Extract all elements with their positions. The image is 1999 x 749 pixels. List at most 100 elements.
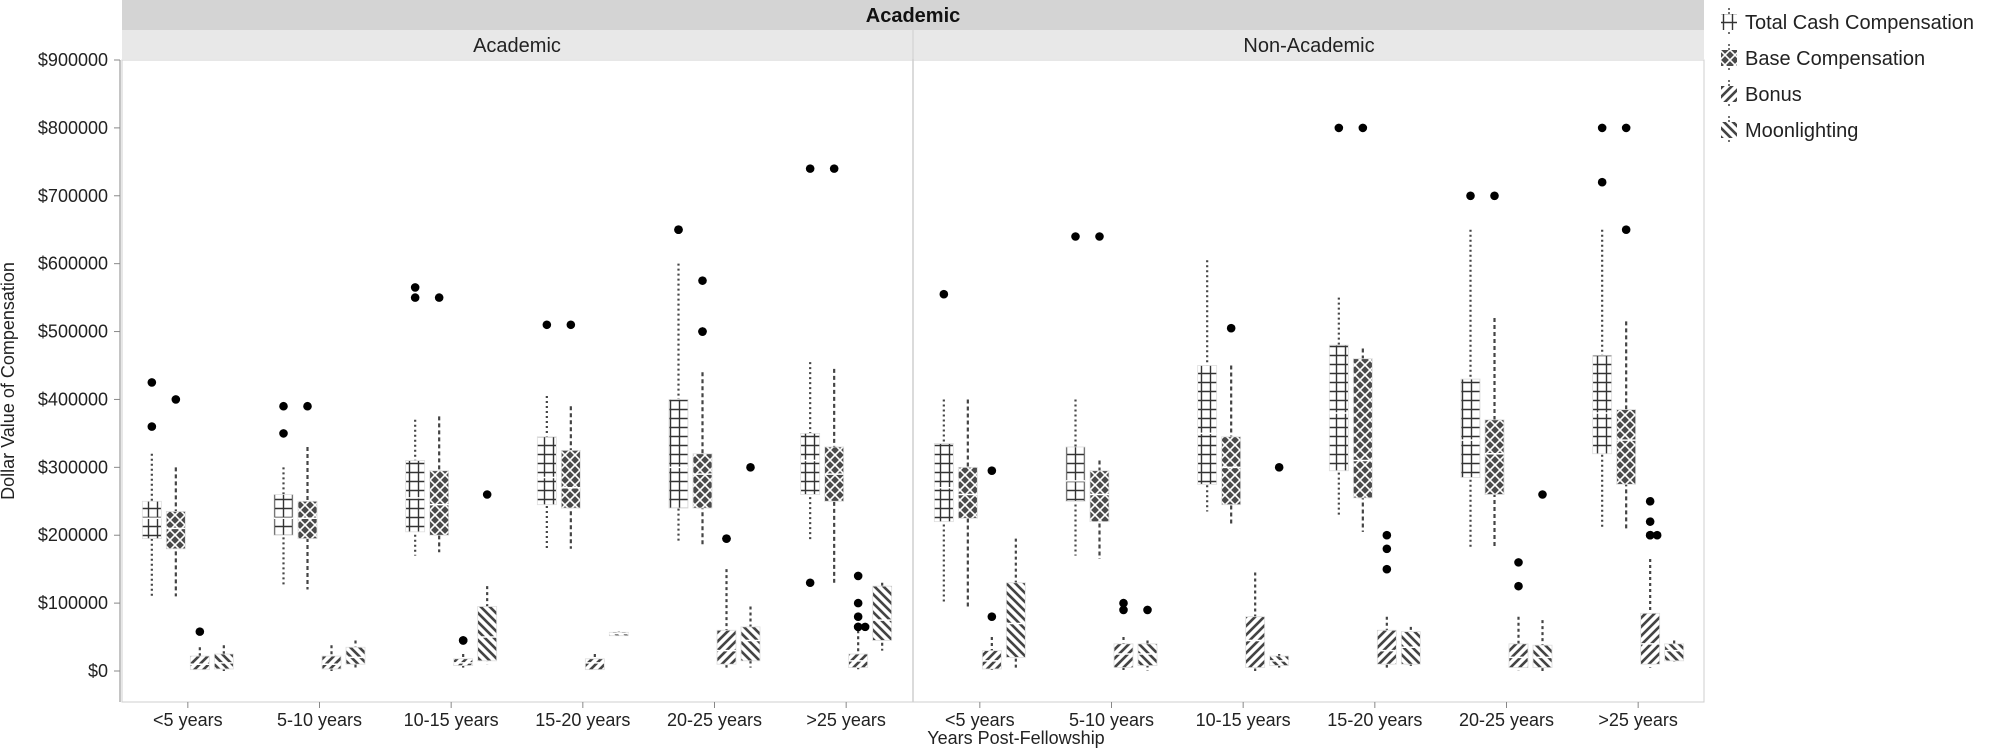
outlier-point: [805, 164, 815, 173]
x-tick-label: >25 years: [1598, 710, 1678, 730]
box-body: [668, 399, 689, 509]
box-grid: [668, 225, 689, 543]
box-body: [405, 460, 426, 533]
x-tick-label: 10-15 years: [404, 710, 499, 730]
x-tick-label: >25 years: [806, 710, 886, 730]
y-tick-label: $900000: [38, 50, 108, 70]
outlier-point: [1621, 123, 1631, 133]
outlier-point: [542, 320, 552, 330]
box-backdiagonal: [1664, 640, 1685, 665]
legend-swatch: [1721, 122, 1737, 138]
box-crosshatch: [1089, 232, 1110, 559]
box-body: [345, 646, 366, 665]
outlier-point: [698, 327, 707, 336]
box-body: [213, 653, 234, 670]
outlier-point: [482, 490, 492, 499]
box-body: [692, 453, 713, 509]
outlier-point: [853, 612, 863, 621]
box-grid: [273, 401, 294, 587]
box-backdiagonal: [1400, 626, 1421, 668]
outlier-point: [410, 293, 420, 302]
legend-item: Total Cash Compensation: [1721, 8, 1974, 36]
panel-strip-academic: [122, 30, 912, 59]
outlier-point: [1597, 177, 1607, 187]
outlier-point: [1382, 544, 1392, 554]
outlier-point: [1358, 123, 1368, 133]
outlier-point: [171, 395, 181, 404]
box-body: [1113, 643, 1134, 669]
x-tick-label: 20-25 years: [667, 710, 762, 730]
box-diagonal: [981, 466, 1002, 671]
x-tick-label: 20-25 years: [1459, 710, 1554, 730]
x-axis-ticks: <5 years 5-10 years 10-15 years 15-20 years…: [153, 702, 1678, 730]
x-tick-label: 10-15 years: [1196, 710, 1291, 730]
box-backdiagonal: [345, 640, 366, 670]
box-crosshatch: [560, 320, 581, 549]
y-axis-ticks: $0 $100000 $200000 $300000 $400000 $500000 $60…: [38, 50, 120, 681]
x-tick-label: <5 years: [945, 710, 1015, 730]
box-body: [560, 449, 581, 509]
box-grid: [141, 378, 162, 597]
box-crosshatch: [1616, 123, 1637, 529]
box-backdiagonal: [1532, 490, 1553, 671]
box-crosshatch: [1484, 191, 1505, 549]
box-backdiagonal: [213, 645, 234, 671]
outlier-point: [1597, 123, 1607, 133]
box-body: [1197, 365, 1218, 485]
outlier-point: [1274, 463, 1284, 472]
outlier-point: [722, 534, 731, 543]
outlier-point: [279, 401, 288, 411]
legend-item: Bonus: [1721, 80, 1802, 108]
outlier-point: [674, 225, 683, 235]
panel-title-academic: Academic: [473, 35, 561, 57]
outlier-point: [1645, 496, 1655, 506]
outlier-point: [987, 612, 997, 621]
box-diagonal: [321, 645, 342, 671]
legend-label: Base Compensation: [1745, 48, 1925, 70]
legend-item: Moonlighting: [1721, 116, 1858, 144]
x-tick-label: 15-20 years: [535, 710, 630, 730]
box-body: [1245, 616, 1266, 669]
facet-title: Academic: [866, 5, 961, 27]
box-grid: [405, 283, 426, 556]
box-body: [933, 443, 954, 523]
box-body: [189, 655, 210, 671]
box-body: [1508, 643, 1529, 669]
outlier-point: [1466, 191, 1475, 201]
box-diagonal: [584, 654, 605, 671]
y-tick-label: $100000: [38, 593, 108, 613]
outlier-point: [1071, 232, 1080, 241]
box-backdiagonal: [1269, 463, 1290, 668]
box-body: [716, 629, 737, 665]
box-body: [1640, 612, 1661, 665]
outlier-point: [1143, 605, 1152, 615]
box-body: [1065, 446, 1086, 502]
box-body: [1616, 409, 1637, 485]
outlier-point: [410, 283, 420, 292]
outlier-point: [1645, 517, 1655, 526]
box-body: [1352, 358, 1373, 499]
outlier-point: [458, 636, 468, 645]
legend-label: Moonlighting: [1745, 120, 1858, 142]
box-body: [957, 466, 978, 519]
y-axis-title: Dollar Value of Compensation: [0, 262, 18, 500]
panel-title-non-academic: Non-Academic: [1243, 35, 1374, 57]
y-tick-label: $800000: [38, 118, 108, 138]
x-tick-label: <5 years: [153, 710, 223, 730]
outlier-point: [853, 598, 863, 608]
box-backdiagonal: [872, 582, 893, 651]
outlier-point: [853, 571, 863, 581]
box-grid: [536, 320, 557, 549]
box-body: [297, 500, 318, 540]
outlier-point: [147, 378, 157, 387]
outlier-point: [829, 164, 839, 173]
outlier-point: [1119, 598, 1128, 608]
box-crosshatch: [957, 399, 978, 607]
box-body: [1328, 344, 1349, 472]
outlier-point: [1514, 558, 1523, 567]
box-crosshatch: [824, 164, 845, 583]
outlier-point: [1382, 530, 1392, 540]
box-body: [1376, 629, 1397, 665]
outlier-point: [939, 289, 949, 299]
box-body: [273, 494, 294, 536]
